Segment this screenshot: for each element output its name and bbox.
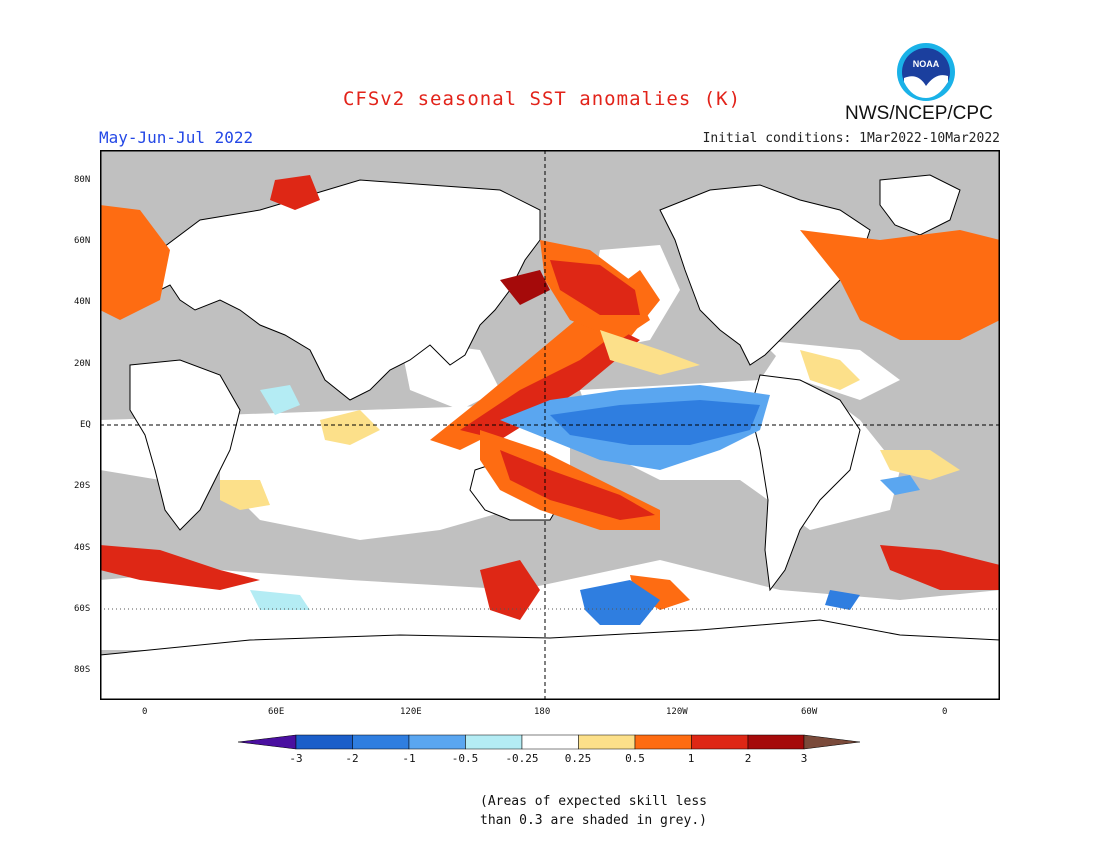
noaa-logo: NOAA [897, 43, 955, 101]
colorbar-label-0-5: 0.5 [625, 752, 645, 765]
colorbar-label-neg2: -2 [345, 752, 359, 765]
colorbar [238, 734, 861, 750]
skill-note-line-2: than 0.3 are shaded in grey.) [480, 813, 707, 828]
africa-land [129, 359, 241, 531]
colorbar-label-neg3: -3 [289, 752, 303, 765]
colorbar-bin-3 [408, 734, 466, 750]
lon-label-60e: 60E [268, 707, 285, 717]
initial-conditions-label: Initial conditions: 1Mar2022-10Mar2022 [702, 131, 1000, 146]
lon-label-0-east: 0 [942, 707, 948, 717]
colorbar-lower-arrow [238, 734, 297, 750]
antarctica-land [100, 619, 1000, 700]
colorbar-bin-6 [578, 734, 636, 750]
skill-note: (Areas of expected skill less than 0.3 a… [480, 792, 707, 830]
lat-label-80s: 80S [74, 665, 91, 675]
map-frame [100, 150, 1000, 700]
colorbar-label-neg0-25: -0.25 [505, 752, 539, 765]
colorbar-label-neg1: -1 [402, 752, 416, 765]
lon-label-120w: 120W [666, 707, 688, 717]
lat-label-eq: EQ [80, 420, 91, 430]
lat-label-80n: 80N [74, 175, 91, 185]
sst-anomaly-map [100, 150, 1000, 700]
skill-note-line-1: (Areas of expected skill less [480, 794, 707, 809]
lat-label-40n: 40N [74, 297, 91, 307]
colorbar-upper-arrow [803, 734, 861, 750]
colorbar-bin-8 [691, 734, 749, 750]
chart-title: CFSv2 seasonal SST anomalies (K) [342, 88, 742, 110]
lon-label-120e: 120E [400, 707, 422, 717]
north-america-land [659, 184, 871, 366]
lat-label-20n: 20N [74, 359, 91, 369]
colorbar-label-0-25: 0.25 [564, 752, 592, 765]
colorbar-bin-7 [634, 734, 692, 750]
lon-label-180: 180 [534, 707, 551, 717]
lon-label-60w: 60W [801, 707, 818, 717]
colorbar-bin-4 [465, 734, 523, 750]
lat-label-60s: 60S [74, 604, 91, 614]
colorbar-bin-1 [295, 734, 353, 750]
colorbar-label-neg0-5: -0.5 [451, 752, 479, 765]
colorbar-label-1: 1 [687, 752, 695, 765]
colorbar-label-3: 3 [800, 752, 808, 765]
eurasia-land [134, 179, 541, 401]
south-america-land [749, 374, 861, 592]
colorbar-bin-5 [521, 734, 579, 750]
colorbar-bin-9 [747, 734, 805, 750]
colorbar-label-2: 2 [744, 752, 752, 765]
lat-label-40s: 40S [74, 543, 91, 553]
agency-label: NWS/NCEP/CPC [845, 103, 993, 124]
lon-label-0: 0 [142, 707, 148, 717]
season-label: May-Jun-Jul 2022 [99, 128, 254, 147]
lat-label-20s: 20S [74, 481, 91, 491]
warm-anomaly-regions [100, 175, 1000, 620]
cold-anomaly-regions [250, 385, 920, 625]
noaa-logo-text: NOAA [913, 59, 940, 69]
colorbar-bin-2 [352, 734, 410, 750]
lat-label-60n: 60N [74, 236, 91, 246]
greenland-land [879, 174, 961, 236]
